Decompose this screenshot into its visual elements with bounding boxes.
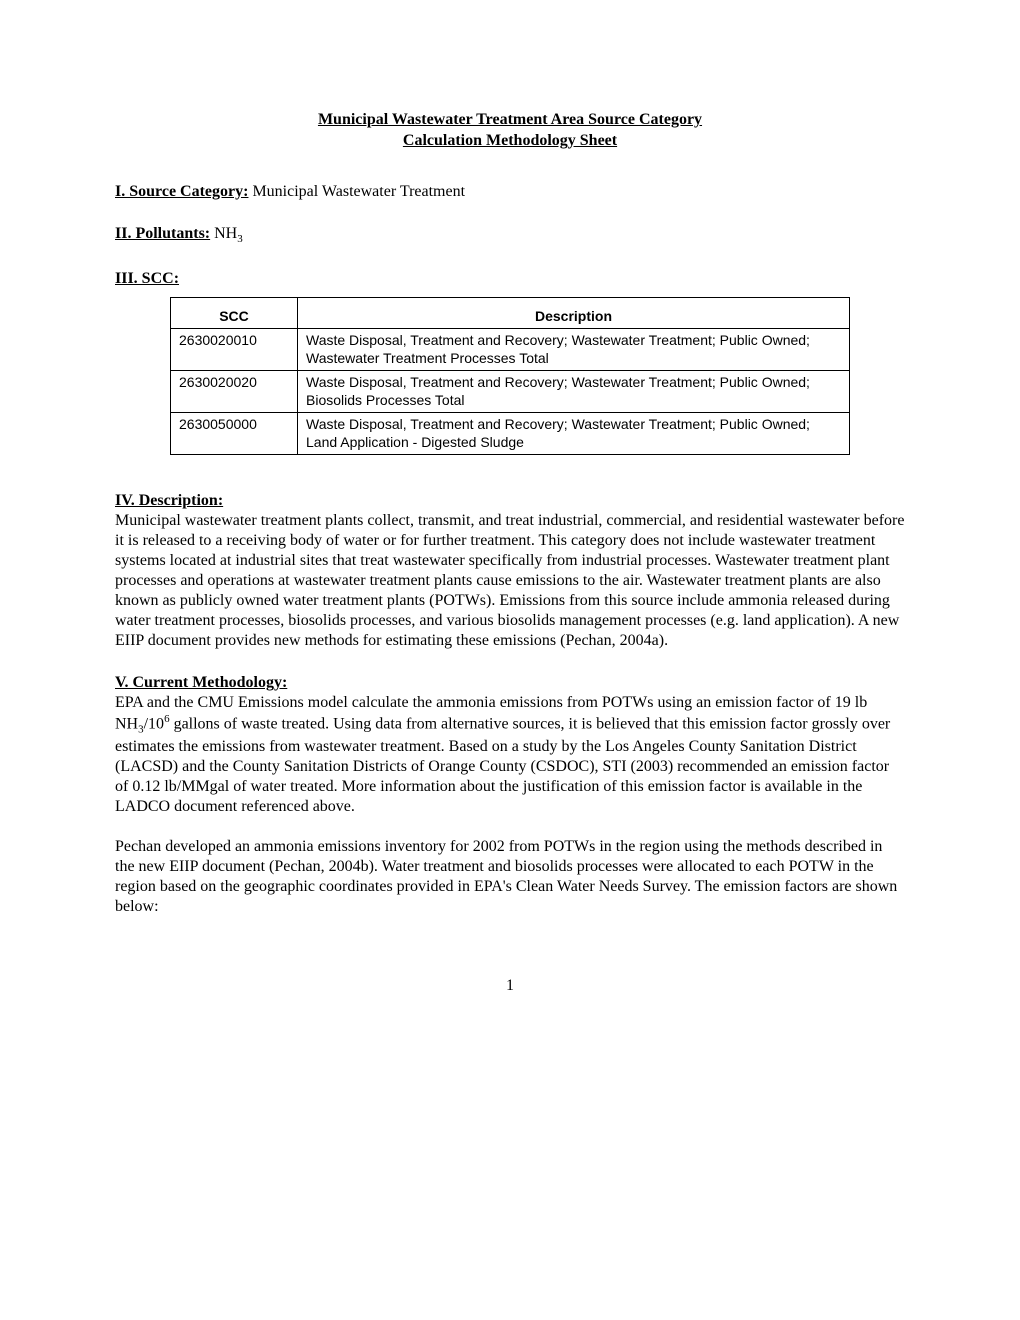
methodology-body1-post: gallons of waste treated. Using data fro… [115, 715, 890, 815]
document-page: Municipal Wastewater Treatment Area Sour… [115, 0, 905, 1055]
scc-table: SCC Description 2630020010 Waste Disposa… [170, 297, 850, 456]
methodology-body1-mid: /10 [144, 715, 164, 732]
page-number: 1 [115, 977, 905, 995]
description-heading: IV. Description: [115, 492, 223, 509]
table-header-row: SCC Description [171, 297, 850, 329]
table-cell-desc: Waste Disposal, Treatment and Recovery; … [298, 329, 850, 371]
table-cell-desc: Waste Disposal, Treatment and Recovery; … [298, 371, 850, 413]
source-category-value: Municipal Wastewater Treatment [248, 183, 465, 200]
section-description: IV. Description: Municipal wastewater tr… [115, 491, 905, 651]
title-block: Municipal Wastewater Treatment Area Sour… [115, 110, 905, 152]
table-row: 2630020010 Waste Disposal, Treatment and… [171, 329, 850, 371]
table-row: 2630020020 Waste Disposal, Treatment and… [171, 371, 850, 413]
table-cell-scc: 2630050000 [171, 413, 298, 455]
scc-heading: III. SCC: [115, 270, 179, 287]
methodology-body-1: EPA and the CMU Emissions model calculat… [115, 693, 905, 817]
pollutants-value-sub: 3 [237, 233, 243, 245]
section-source-category: I. Source Category: Municipal Wastewater… [115, 182, 905, 202]
pollutants-heading: II. Pollutants: [115, 225, 210, 242]
table-row: 2630050000 Waste Disposal, Treatment and… [171, 413, 850, 455]
section-methodology: V. Current Methodology: EPA and the CMU … [115, 673, 905, 917]
methodology-body-2: Pechan developed an ammonia emissions in… [115, 837, 905, 917]
section-pollutants: II. Pollutants: NH3 [115, 224, 905, 247]
title-line-1: Municipal Wastewater Treatment Area Sour… [115, 110, 905, 131]
section-scc: III. SCC: SCC Description 2630020010 Was… [115, 269, 905, 456]
pollutants-value-prefix: NH [210, 225, 237, 242]
table-cell-scc: 2630020010 [171, 329, 298, 371]
title-line-2: Calculation Methodology Sheet [115, 131, 905, 152]
source-category-heading: I. Source Category: [115, 183, 248, 200]
table-header-description: Description [298, 297, 850, 329]
table-cell-desc: Waste Disposal, Treatment and Recovery; … [298, 413, 850, 455]
table-header-scc: SCC [171, 297, 298, 329]
description-body: Municipal wastewater treatment plants co… [115, 511, 905, 651]
table-cell-scc: 2630020020 [171, 371, 298, 413]
methodology-heading: V. Current Methodology: [115, 674, 287, 691]
